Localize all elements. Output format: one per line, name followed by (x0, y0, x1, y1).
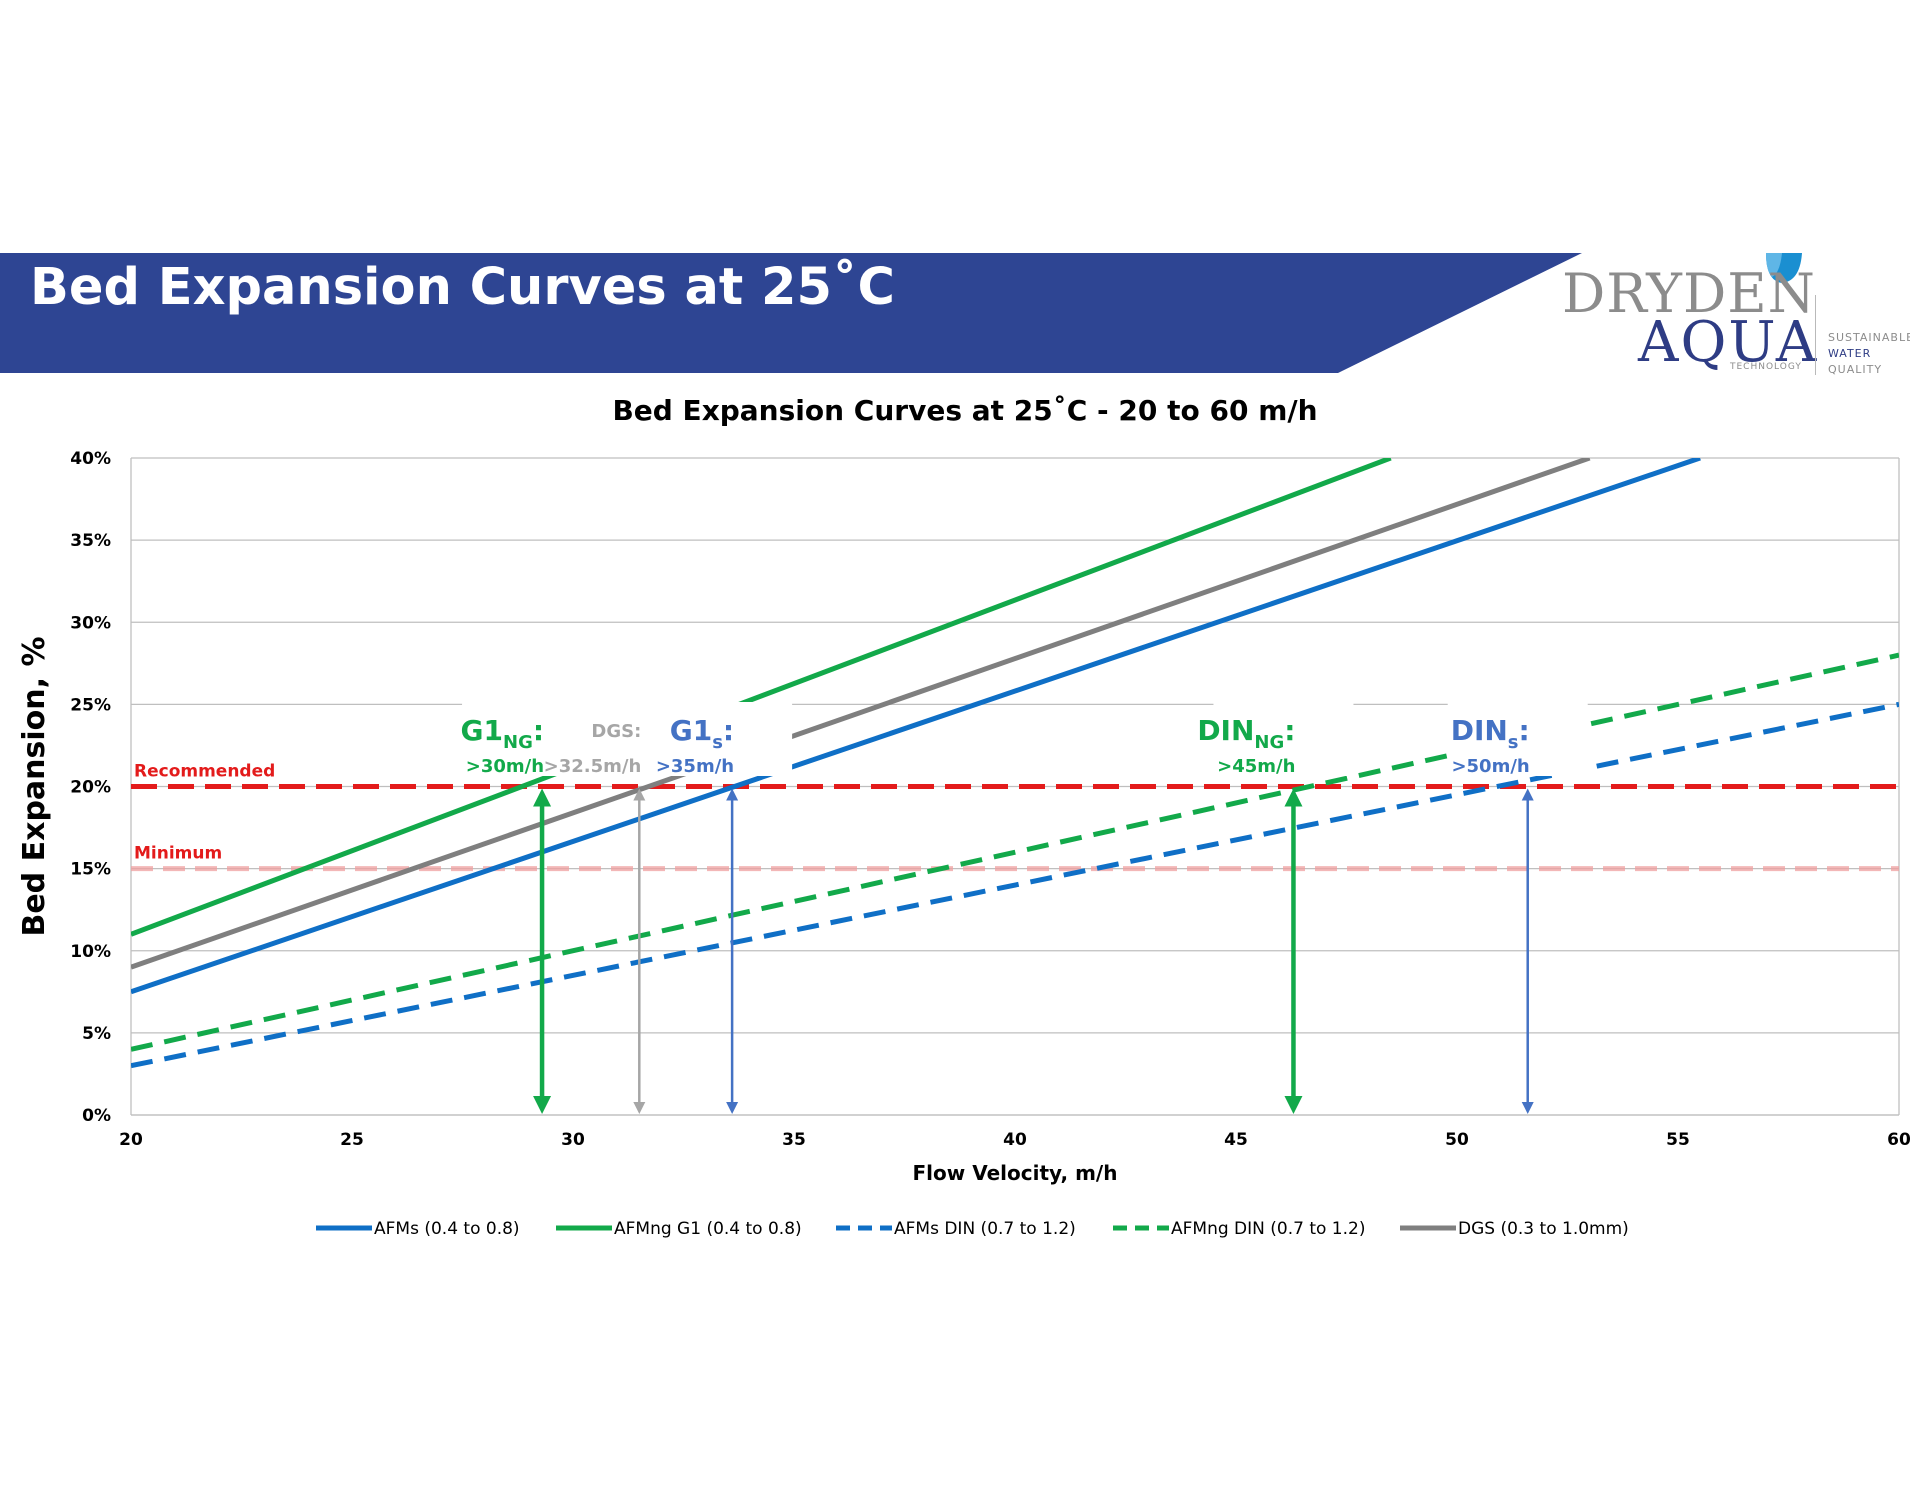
x-axis-title: Flow Velocity, m/h (913, 1161, 1118, 1185)
y-tick-label: 20% (70, 778, 111, 798)
annotation-value: >35m/h (656, 756, 734, 777)
series-line (131, 458, 1591, 970)
x-tick-label: 35 (782, 1130, 806, 1150)
x-tick-label: 50 (1445, 1130, 1469, 1150)
annotation-label-bg (1447, 702, 1588, 776)
logo-tagline-sustainable: SUSTAINABLE (1828, 331, 1910, 344)
logo-dryden-text: DRYDEN (1562, 262, 1816, 325)
annotation-arrow-head-up (1284, 788, 1303, 807)
legend-label: AFMng G1 (0.4 to 0.8) (614, 1219, 802, 1239)
legend-label: AFMng DIN (0.7 to 1.2) (1171, 1219, 1365, 1239)
annotation-title: DGS: (591, 721, 641, 742)
logo-tagline-water: WATER (1828, 347, 1872, 360)
y-tick-label: 25% (70, 695, 111, 715)
annotation-title: G1NG: (461, 714, 545, 753)
series-line (131, 652, 1899, 1052)
annotation-value: >45m/h (1217, 756, 1295, 777)
logo-aqua-text: AQUA (1638, 310, 1819, 375)
x-tick-label: 20 (119, 1130, 143, 1150)
annotation-arrow-head-down (633, 1102, 646, 1114)
annotation-arrow-head-down (533, 1096, 552, 1114)
annotation-arrow-head-down (726, 1102, 739, 1114)
legend-label: DGS (0.3 to 1.0mm) (1458, 1219, 1629, 1239)
logo-technology-text: TECHNOLOGY (1730, 362, 1802, 372)
annotation-value: >50m/h (1451, 756, 1529, 777)
y-tick-label: 5% (82, 1024, 111, 1044)
y-tick-label: 35% (70, 531, 111, 551)
x-tick-label: 55 (1666, 1130, 1690, 1150)
legend-label: AFMs DIN (0.7 to 1.2) (894, 1219, 1076, 1239)
reference-line-label: Recommended (134, 762, 275, 782)
chart-title: Bed Expansion Curves at 25˚C - 20 to 60 … (612, 394, 1317, 427)
series-line (131, 458, 1701, 995)
annotation-value: >30m/h (466, 756, 544, 777)
annotation-arrow-head-down (1284, 1096, 1303, 1114)
x-tick-label: 25 (340, 1130, 364, 1150)
x-tick-label: 40 (1003, 1130, 1027, 1150)
annotation-title: G1s: (670, 714, 734, 753)
title-banner (0, 253, 1582, 373)
x-tick-label: 60 (1887, 1130, 1910, 1150)
y-tick-label: 10% (70, 942, 111, 962)
water-drop-icon (1766, 253, 1802, 283)
series-line (131, 458, 1392, 937)
annotation-arrow-head-down (1521, 1102, 1534, 1114)
banner-shape (0, 253, 1582, 373)
x-tick-label: 45 (1224, 1130, 1248, 1150)
legend-label: AFMs (0.4 to 0.8) (374, 1219, 520, 1239)
annotation-arrow-head-up (633, 788, 646, 801)
annotation-arrow-head-up (726, 788, 739, 801)
annotation-arrow-head-up (1521, 788, 1534, 801)
slide-title: Bed Expansion Curves at 25˚C (30, 258, 895, 317)
y-tick-label: 15% (70, 860, 111, 880)
y-axis-title: Bed Expansion, % (17, 636, 52, 936)
y-tick-label: 30% (70, 613, 111, 633)
annotation-title: DINs: (1451, 714, 1530, 753)
y-tick-label: 0% (82, 1106, 111, 1126)
annotation-value: >32.5m/h (544, 756, 642, 777)
logo-divider (1815, 295, 1816, 375)
annotation-arrow-head-up (533, 788, 552, 807)
x-tick-label: 30 (561, 1130, 585, 1150)
series-group (131, 458, 1899, 1069)
series-line (131, 701, 1899, 1069)
annotation-title: DINNG: (1197, 714, 1295, 753)
annotation-label-bg (1213, 702, 1354, 776)
y-tick-label: 40% (70, 449, 111, 469)
annotation-label-bg (652, 702, 793, 776)
logo-tagline-quality: QUALITY (1828, 363, 1883, 376)
reference-line-label: Minimum (134, 844, 222, 864)
